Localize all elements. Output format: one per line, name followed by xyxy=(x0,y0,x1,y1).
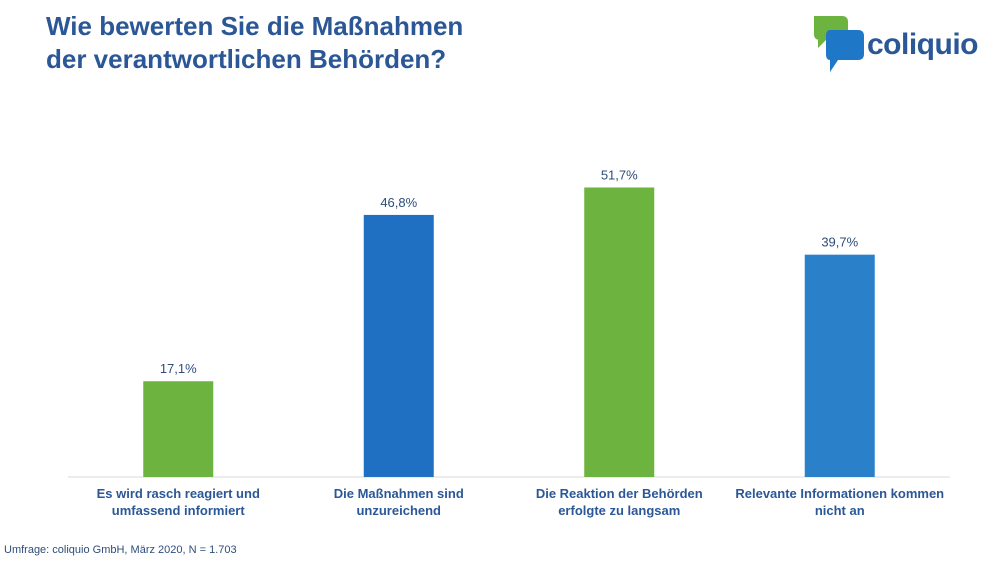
page-title: Wie bewerten Sie die Maßnahmen der veran… xyxy=(46,10,463,76)
bar-4 xyxy=(804,254,875,477)
bar-chart: 17,1% 46,8% 51,7% 39,7% Es wird rasch reagi… xyxy=(68,167,950,518)
bar-3 xyxy=(584,187,655,478)
bar-1 xyxy=(143,381,214,477)
category-label-4: Relevante Informationen kommen nicht an xyxy=(735,486,944,518)
coliquio-logo xyxy=(814,16,864,72)
value-label-3: 51,7% xyxy=(601,167,638,182)
title-line-1: Wie bewerten Sie die Maßnahmen xyxy=(46,11,464,41)
value-label-2: 46,8% xyxy=(380,195,417,210)
category-label-1: Es wird rasch reagiert und umfassend info… xyxy=(97,486,260,518)
category-label-2: Die Maßnahmen sind unzureichend xyxy=(334,486,464,518)
source-note: Umfrage: coliquio GmbH, März 2020, N = 1… xyxy=(4,544,237,556)
category-label-3: Die Reaktion der Behörden erfolgte zu lan… xyxy=(536,486,703,518)
value-label-1: 17,1% xyxy=(160,361,197,376)
bar-2 xyxy=(363,214,434,478)
value-label-4: 39,7% xyxy=(821,235,858,250)
speech-bubble-logo-icon xyxy=(814,16,864,72)
title-line-2: der verantwortlichen Behörden? xyxy=(46,44,447,74)
logo-text: coliquio xyxy=(867,28,979,61)
